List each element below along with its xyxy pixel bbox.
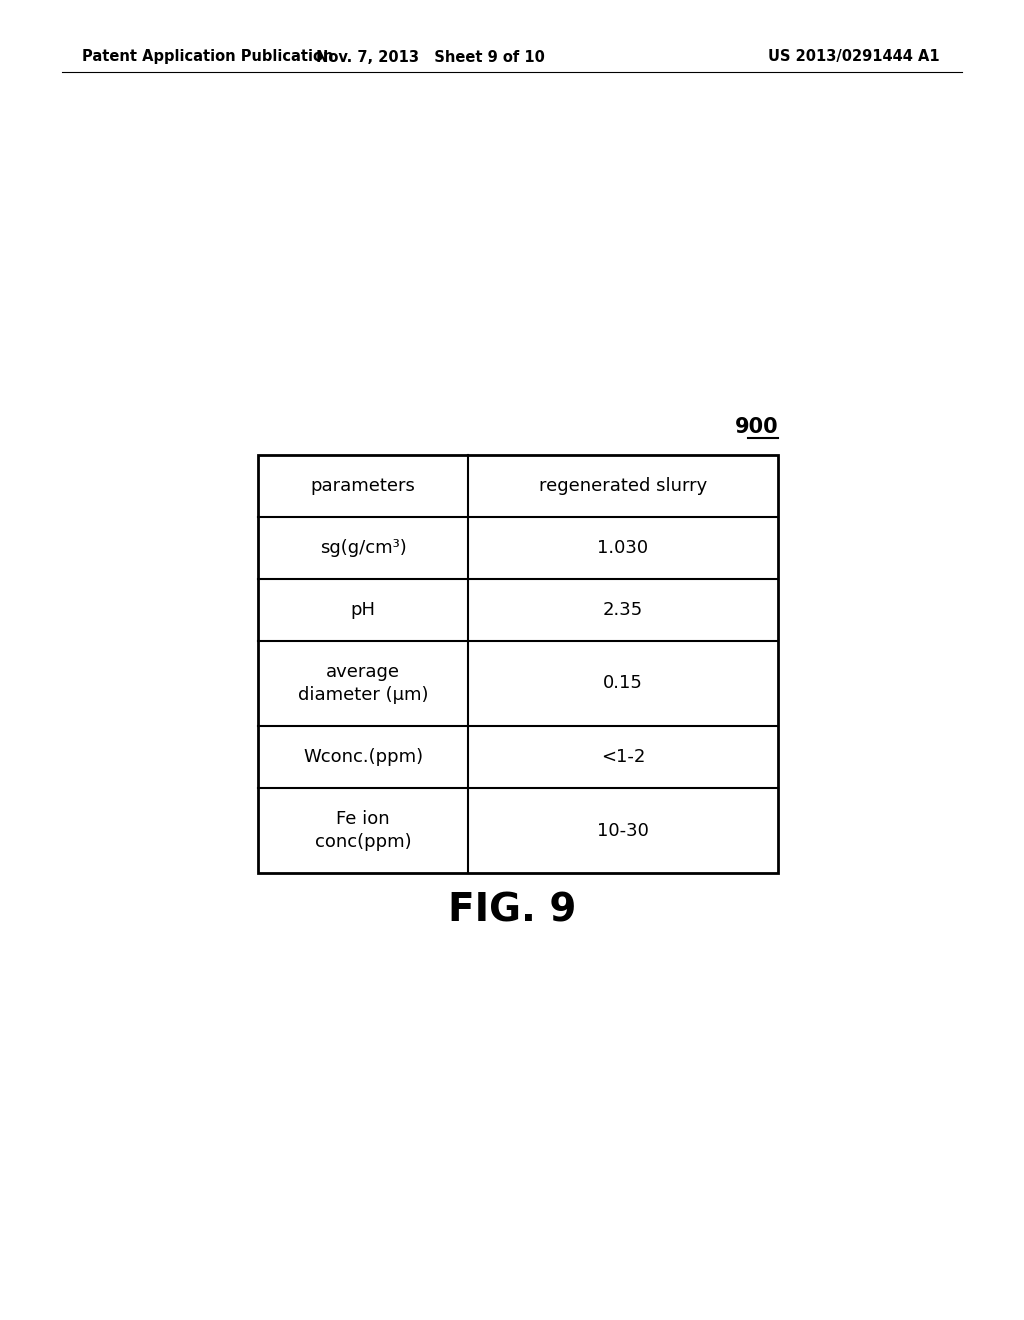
Text: regenerated slurry: regenerated slurry <box>539 477 708 495</box>
Text: Nov. 7, 2013   Sheet 9 of 10: Nov. 7, 2013 Sheet 9 of 10 <box>315 49 545 65</box>
Text: sg(g/cm³): sg(g/cm³) <box>319 539 407 557</box>
Text: 10-30: 10-30 <box>597 821 649 840</box>
Text: 900: 900 <box>734 417 778 437</box>
Text: Wconc.(ppm): Wconc.(ppm) <box>303 748 423 766</box>
Text: Fe ion
conc(ppm): Fe ion conc(ppm) <box>314 810 412 850</box>
Bar <box>258 455 778 873</box>
Text: pH: pH <box>350 601 376 619</box>
Text: Patent Application Publication: Patent Application Publication <box>82 49 334 65</box>
Text: 0.15: 0.15 <box>603 675 643 693</box>
Text: US 2013/0291444 A1: US 2013/0291444 A1 <box>768 49 940 65</box>
Text: parameters: parameters <box>310 477 416 495</box>
Text: 2.35: 2.35 <box>603 601 643 619</box>
Text: average
diameter (μm): average diameter (μm) <box>298 664 428 704</box>
Text: 1.030: 1.030 <box>597 539 648 557</box>
Text: FIG. 9: FIG. 9 <box>447 891 577 929</box>
Text: <1-2: <1-2 <box>601 748 645 766</box>
